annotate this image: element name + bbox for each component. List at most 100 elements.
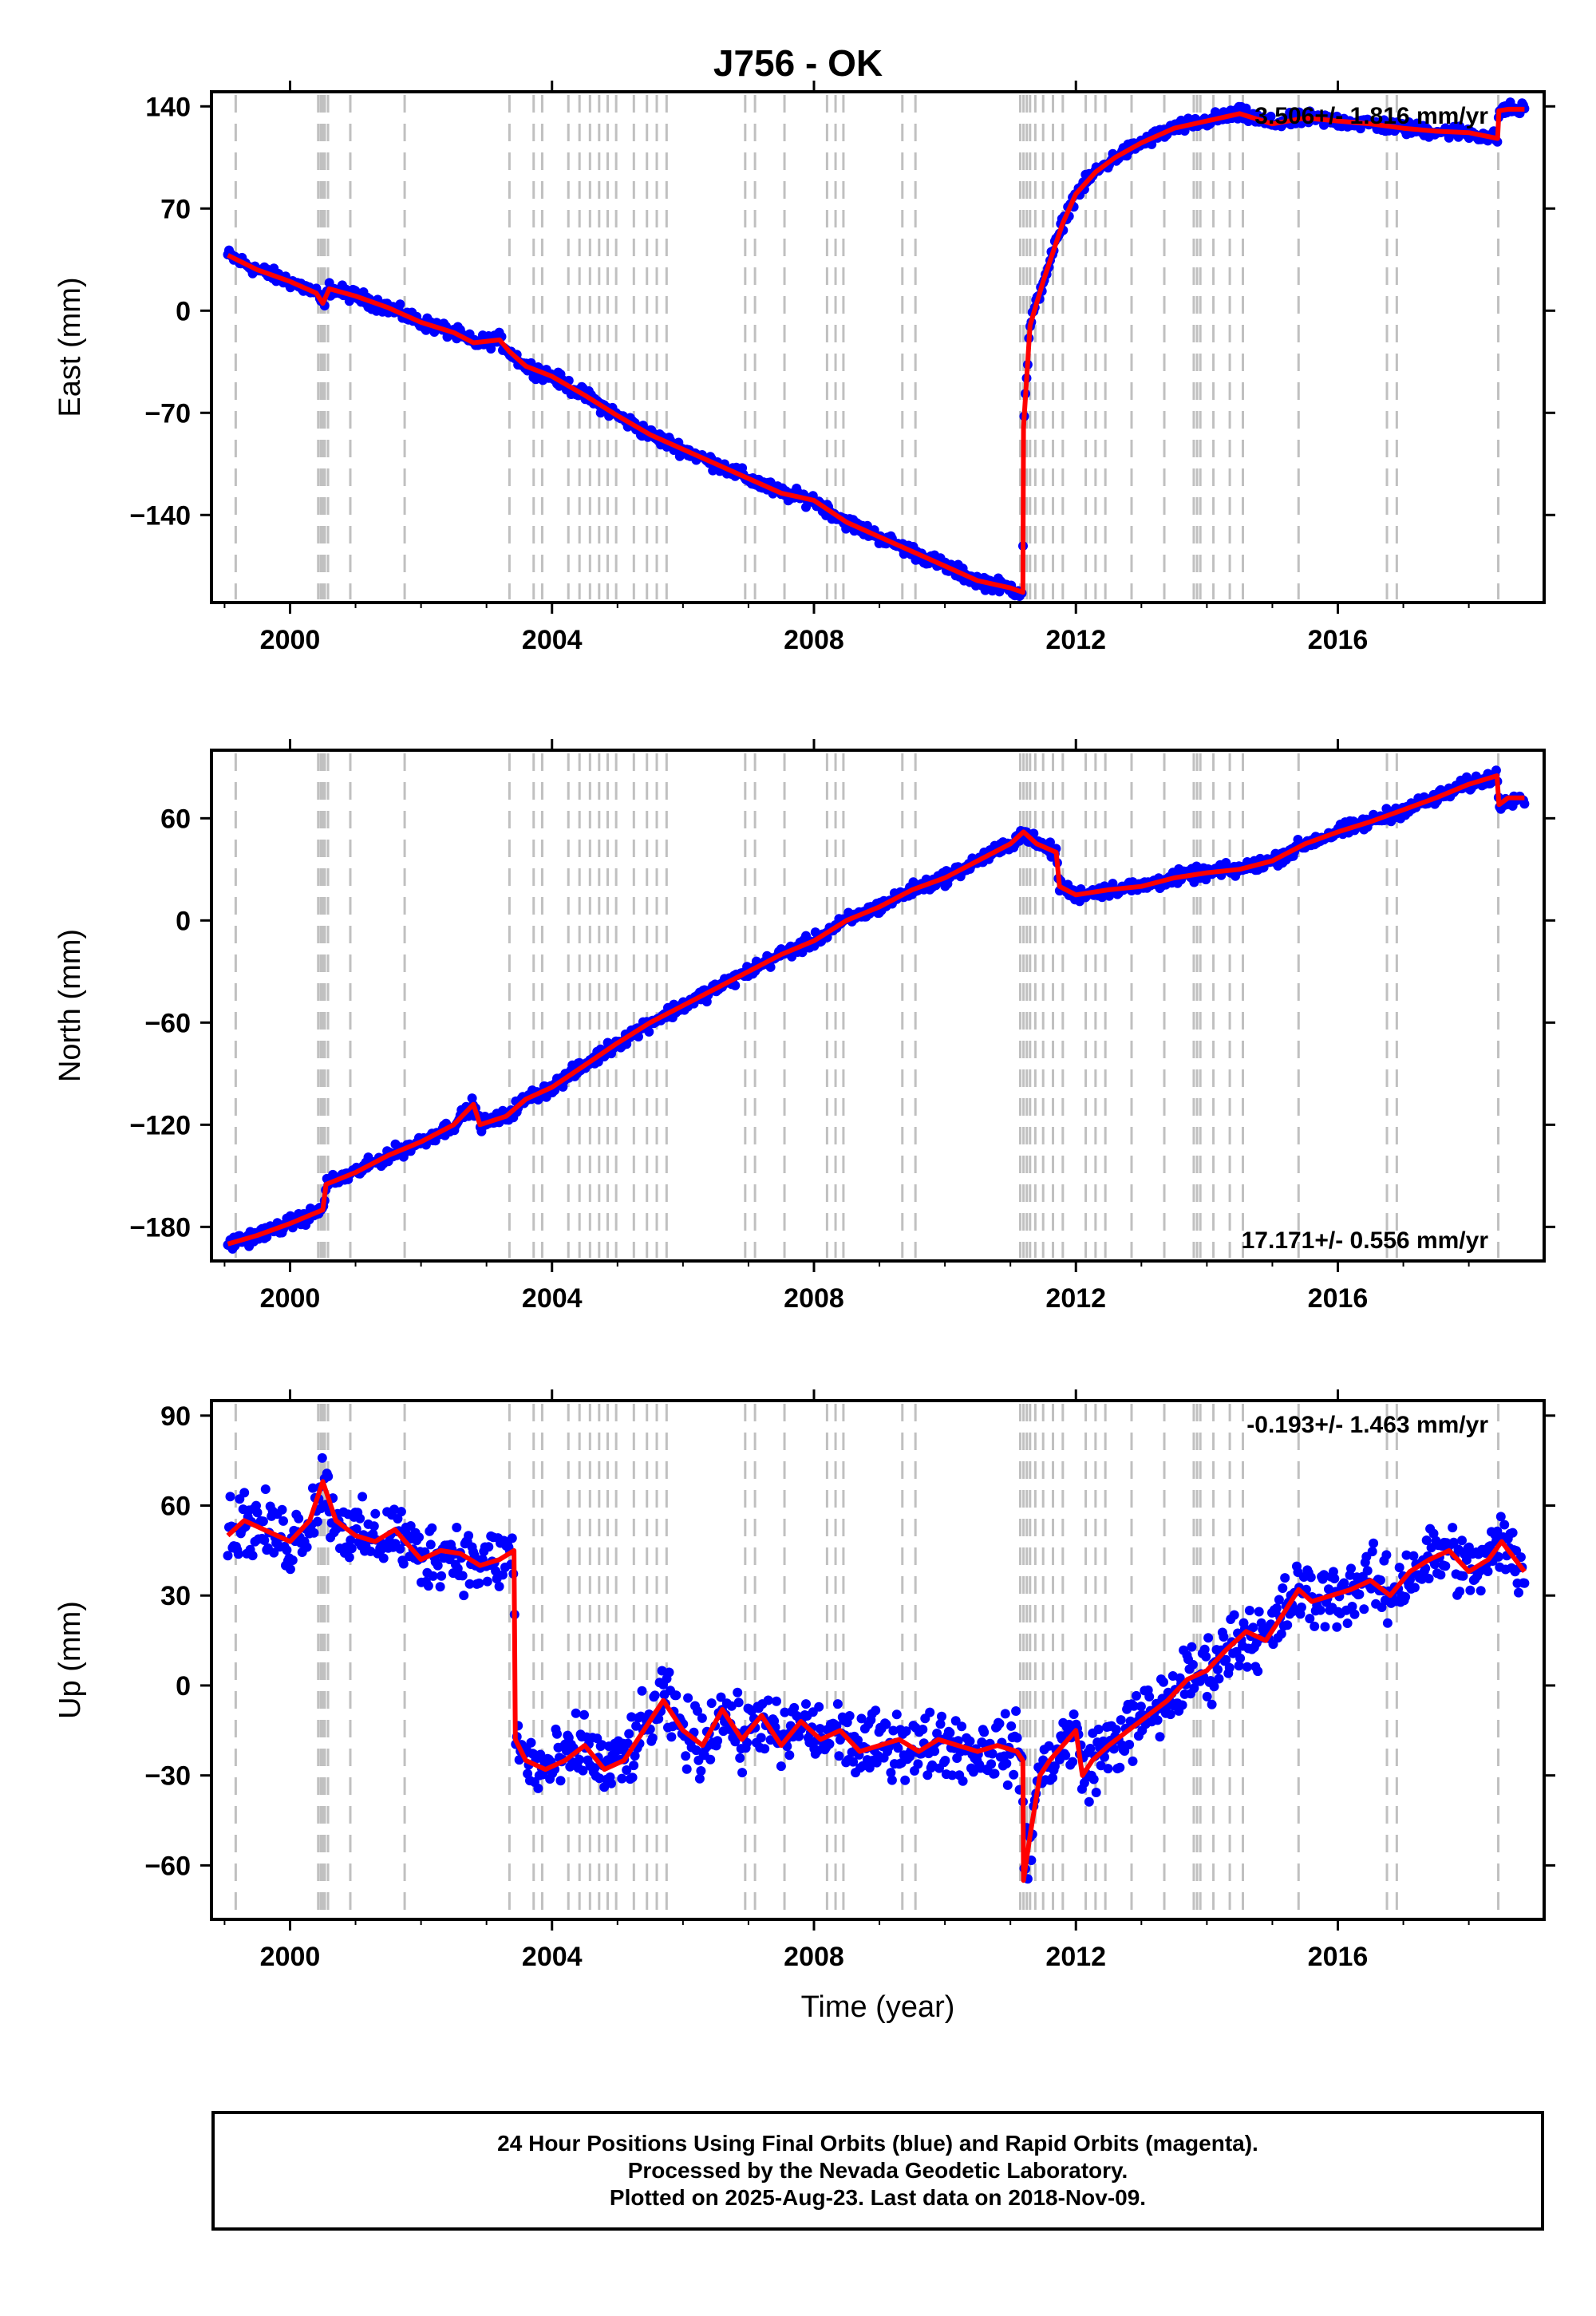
- data-point: [681, 1751, 691, 1761]
- x-axis-label: Time (year): [801, 1990, 955, 2024]
- model-line: [227, 106, 1525, 595]
- data-point: [901, 1726, 911, 1737]
- x-tick-label: 2004: [522, 1942, 583, 1972]
- data-point: [637, 1686, 647, 1696]
- data-point: [864, 1763, 875, 1773]
- data-point: [1342, 1618, 1353, 1628]
- data-point: [396, 1507, 406, 1517]
- data-point: [1376, 1575, 1385, 1585]
- data-point: [1093, 1725, 1104, 1734]
- data-point: [578, 1765, 588, 1776]
- data-point: [260, 1484, 271, 1494]
- plot-frame: [210, 1399, 1546, 1921]
- data-point: [1088, 1774, 1099, 1784]
- data-point: [1069, 1709, 1079, 1719]
- data-point: [694, 1773, 705, 1784]
- data-point: [1136, 1701, 1146, 1712]
- rate-label: 3.506+/- 1.816 mm/yr: [1254, 103, 1488, 129]
- data-point: [457, 1571, 468, 1581]
- data-point: [1116, 1715, 1126, 1725]
- data-point: [491, 1566, 501, 1576]
- y-tick-label: −60: [144, 1008, 191, 1038]
- data-point: [856, 1713, 867, 1724]
- data-point: [647, 1733, 658, 1743]
- data-point: [1458, 1571, 1468, 1581]
- data-point: [784, 1750, 795, 1761]
- data-point: [957, 1721, 967, 1732]
- data-point: [405, 1521, 416, 1531]
- data-point: [294, 1513, 304, 1524]
- data-point: [1244, 1606, 1254, 1615]
- data-point: [1519, 799, 1530, 809]
- data-point: [1155, 1732, 1165, 1742]
- data-point: [644, 1026, 654, 1037]
- data-point: [1006, 1721, 1017, 1731]
- data-point: [994, 1718, 1005, 1729]
- y-tick-label: 0: [176, 906, 191, 936]
- data-point: [945, 1728, 955, 1738]
- data-point: [918, 1725, 928, 1734]
- data-point: [1213, 1665, 1223, 1674]
- data-point: [1440, 1561, 1451, 1571]
- data-point: [498, 1570, 508, 1580]
- data-point: [1165, 1709, 1175, 1720]
- data-point: [1455, 1587, 1465, 1597]
- data-point: [259, 1535, 270, 1545]
- data-point: [1495, 1512, 1506, 1522]
- data-point: [937, 1711, 946, 1721]
- data-point: [1515, 1552, 1526, 1563]
- data-point: [730, 1737, 741, 1747]
- data-point: [1282, 1620, 1293, 1630]
- data-point: [370, 1508, 381, 1519]
- data-point: [1354, 1589, 1365, 1599]
- data-point: [507, 1533, 517, 1543]
- data-point: [435, 1582, 445, 1592]
- data-point: [913, 1759, 923, 1769]
- x-tick-label: 2000: [260, 1283, 321, 1314]
- data-point: [308, 1483, 318, 1493]
- data-point: [428, 1571, 438, 1581]
- data-point: [1491, 765, 1501, 776]
- data-point: [1424, 1574, 1434, 1583]
- data-point: [1189, 1683, 1199, 1694]
- x-tick-label: 2012: [1045, 625, 1106, 655]
- data-point: [886, 1768, 896, 1778]
- data-point: [1085, 1744, 1096, 1753]
- y-tick-label: 60: [160, 1492, 191, 1522]
- data-point: [484, 1542, 494, 1552]
- data-point: [1129, 1701, 1139, 1711]
- data-point: [935, 1719, 946, 1729]
- data-point: [351, 1524, 361, 1534]
- data-point: [650, 1690, 660, 1701]
- data-point: [1274, 1595, 1284, 1605]
- data-point: [285, 1564, 295, 1575]
- data-point: [932, 1729, 942, 1738]
- data-point: [1115, 1762, 1125, 1773]
- data-point: [1002, 1780, 1013, 1790]
- data-point: [1248, 1622, 1258, 1633]
- data-point: [1253, 1666, 1263, 1677]
- y-tick-label: −140: [129, 500, 191, 531]
- data-point: [733, 1687, 743, 1697]
- data-point: [398, 1559, 409, 1569]
- data-point: [1381, 1550, 1392, 1560]
- data-point: [1430, 1559, 1440, 1570]
- data-point: [844, 1711, 855, 1721]
- data-point: [622, 1738, 633, 1749]
- data-point: [1219, 1632, 1229, 1642]
- x-tick-label: 2000: [260, 1942, 321, 1972]
- y-tick-label: −120: [129, 1110, 191, 1140]
- data-point: [225, 1492, 235, 1502]
- data-point: [693, 1705, 702, 1716]
- data-point: [1108, 1744, 1119, 1754]
- x-tick-label: 2008: [784, 1942, 844, 1972]
- x-tick-label: 2016: [1308, 625, 1369, 655]
- data-point: [965, 1736, 975, 1746]
- data-point: [1416, 1574, 1427, 1584]
- data-point: [1428, 1528, 1439, 1539]
- data-point: [1280, 1573, 1290, 1583]
- data-point: [624, 1729, 634, 1739]
- data-point: [1359, 1604, 1369, 1614]
- data-point: [1514, 1587, 1523, 1598]
- data-point: [1091, 1788, 1101, 1797]
